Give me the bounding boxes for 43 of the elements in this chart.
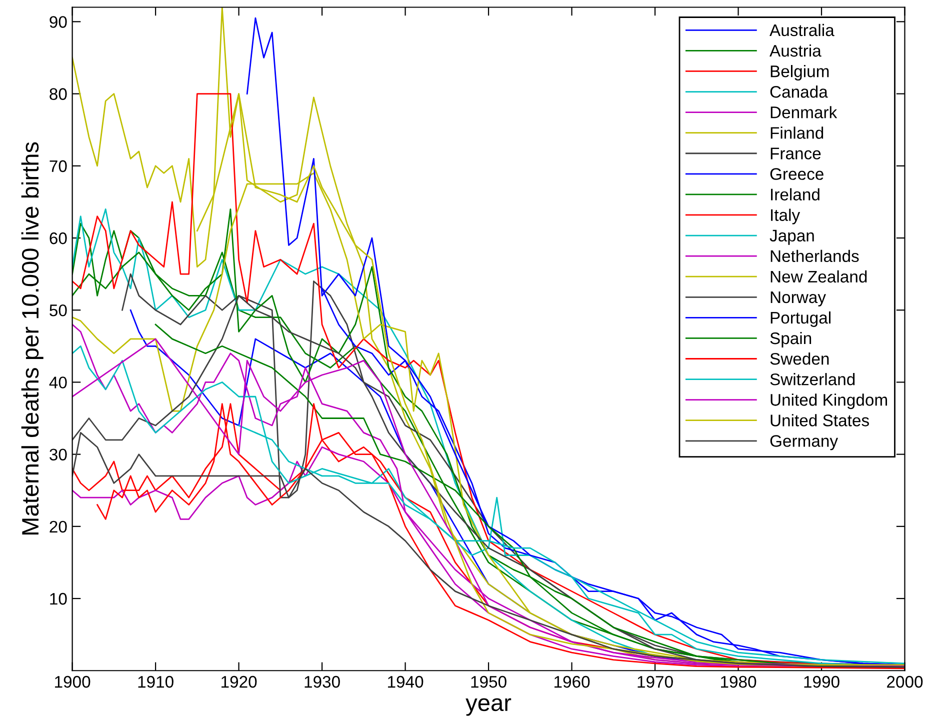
x-tick-label: 1920 xyxy=(222,676,257,688)
x-tick-label: 1970 xyxy=(638,676,673,688)
x-tick-label: 1930 xyxy=(304,676,340,688)
legend-label: New Zealand xyxy=(770,270,867,283)
y-tick-label: 50 xyxy=(50,304,67,316)
legend-label: Australia xyxy=(770,24,834,36)
legend-label: Austria xyxy=(770,44,822,57)
legend-label: Sweden xyxy=(770,352,829,365)
x-tick-label: 1950 xyxy=(471,676,506,688)
legend-label: Portugal xyxy=(770,311,830,327)
legend-label: Canada xyxy=(770,86,828,98)
x-tick-label: 1960 xyxy=(554,676,590,688)
legend-label: Denmark xyxy=(770,106,838,118)
y-axis-title: Maternal deaths per 10.000 live births xyxy=(21,142,44,535)
legend-label: United Kingdom xyxy=(770,394,887,410)
x-axis-title: year xyxy=(466,698,512,716)
legend-label: Ireland xyxy=(771,188,820,200)
y-tick-label: 60 xyxy=(50,232,67,244)
legend-label: Norway xyxy=(770,292,826,306)
x-tick-label: 1910 xyxy=(138,676,174,688)
x-tick-label: 1940 xyxy=(388,676,424,688)
y-tick-label: 10 xyxy=(50,592,67,605)
legend-label: United States xyxy=(770,414,869,426)
y-tick-label: 30 xyxy=(50,448,67,461)
legend-label: Spain xyxy=(770,332,812,348)
y-tick-label: 90 xyxy=(50,16,67,28)
y-tick-label: 70 xyxy=(50,160,67,172)
legend-label: Belgium xyxy=(770,64,829,81)
legend-label: Italy xyxy=(771,208,800,224)
x-tick-label: 1990 xyxy=(804,676,840,688)
x-tick-label: 1980 xyxy=(720,676,756,688)
y-tick-label: 80 xyxy=(50,88,67,100)
legend-label: Finland xyxy=(770,126,824,139)
legend-label: Greece xyxy=(770,168,824,180)
legend-label: France xyxy=(770,148,821,160)
x-tick-label: 1900 xyxy=(55,676,90,688)
y-tick-label: 40 xyxy=(49,376,67,388)
legend-label: Netherlands xyxy=(770,250,859,262)
x-tick-label: 2000 xyxy=(887,676,923,688)
legend-label: Japan xyxy=(770,230,814,245)
legend-label: Switzerland xyxy=(770,373,855,386)
legend-label: Germany xyxy=(770,435,838,450)
y-tick-label: 20 xyxy=(50,520,67,533)
